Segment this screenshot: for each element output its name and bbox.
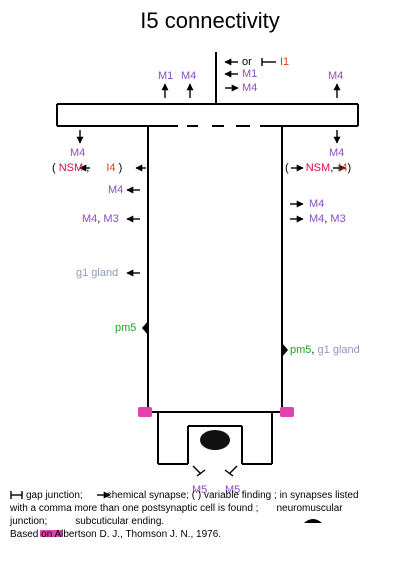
left-g1-gland: g1 gland	[76, 267, 119, 279]
bottom-m5-left: M5	[192, 484, 208, 496]
left-m3: M3	[103, 213, 119, 225]
label-i1: I1	[280, 56, 290, 68]
left-m4-c: M4	[82, 213, 98, 225]
legend-subcuticular-icon	[40, 530, 62, 537]
legend-nmj-icon	[304, 519, 322, 523]
legend-chem-text: chemical synapse; ( ) variable finding ;…	[106, 490, 359, 501]
right-synapse-arrows	[290, 130, 346, 223]
label-m4-top: M4	[181, 70, 197, 82]
gap-junction-icon-top	[261, 58, 276, 66]
gap-junction-icons-m5	[192, 465, 238, 477]
right-m3: M3	[330, 213, 346, 225]
cell-body-nucleus	[200, 430, 230, 450]
left-nsm: NSM	[58, 162, 84, 174]
right-m4-m3-group: M4, M3	[309, 213, 346, 225]
nmj-right-icon	[282, 343, 288, 357]
neuron-outline	[56, 52, 359, 465]
bottom-m5-right: M5	[225, 484, 241, 496]
right-m4: M4	[329, 147, 345, 159]
right-nsm: NSM	[305, 162, 331, 174]
right-pm5: pm5	[290, 344, 312, 356]
label-or: or	[242, 56, 252, 68]
right-m4-c: M4	[309, 213, 325, 225]
right-g1-gland: g1 gland	[317, 344, 360, 356]
left-m4-m3-group: M4, M3	[82, 213, 119, 225]
legend-comma-text: with a comma more than one postsynaptic …	[10, 503, 259, 514]
legend-junction-text: junction;	[10, 516, 48, 527]
label-m4-far-right: M4	[328, 70, 344, 82]
label-m1-near: M1	[242, 68, 258, 80]
subcuticular-ending-right	[280, 407, 294, 417]
subcuticular-ending-left	[138, 407, 152, 417]
legend-subcut-text: subcuticular ending.	[75, 516, 165, 527]
top-synapse-arrows	[161, 58, 341, 98]
left-synapse-arrows	[76, 130, 146, 277]
legend-gap-text: gap junction;	[26, 490, 83, 501]
right-m4-b: M4	[309, 198, 325, 210]
left-m4-b: M4	[108, 184, 124, 196]
right-pm5-group: pm5, g1 gland	[290, 344, 360, 356]
right-variable-group: ( NSM, I4)	[285, 162, 352, 174]
left-variable-group: ( NSM , I4 )	[52, 162, 123, 174]
legend-nmj-text: neuromuscular	[276, 503, 343, 514]
left-i4: I4	[106, 162, 116, 174]
right-i4: I4	[338, 162, 348, 174]
left-m4: M4	[70, 147, 86, 159]
label-m4-near: M4	[242, 82, 258, 94]
diagram-title: I5 connectivity	[140, 8, 280, 33]
legend: gap junction; chemical synapse; ( ) varia…	[10, 489, 414, 541]
legend-glyphs	[10, 491, 111, 499]
legend-citation: Based on Albertson D. J., Thomson J. N.,…	[10, 529, 222, 540]
label-m1-top: M1	[158, 70, 174, 82]
left-pm5: pm5	[115, 322, 137, 334]
nmj-left-icon	[142, 321, 148, 335]
